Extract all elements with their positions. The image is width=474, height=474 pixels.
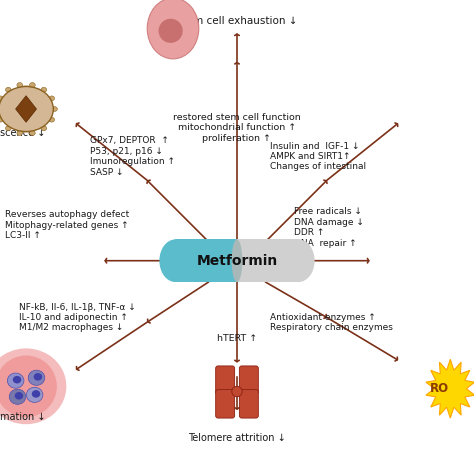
Text: Antioxidant enzymes ↑
Respiratory chain enzymes: Antioxidant enzymes ↑ Respiratory chain … xyxy=(270,313,393,332)
Text: mation ↓: mation ↓ xyxy=(0,412,46,422)
Ellipse shape xyxy=(0,356,57,417)
Ellipse shape xyxy=(283,239,315,282)
Ellipse shape xyxy=(6,126,11,131)
Polygon shape xyxy=(426,359,474,418)
Ellipse shape xyxy=(0,118,3,122)
Ellipse shape xyxy=(13,376,21,383)
Ellipse shape xyxy=(17,131,23,136)
Ellipse shape xyxy=(17,82,23,87)
Ellipse shape xyxy=(32,390,40,398)
FancyBboxPatch shape xyxy=(216,390,235,418)
Ellipse shape xyxy=(9,389,26,404)
Text: Reverses autophagy defect
Mitophagy-related genes ↑
LC3-II ↑: Reverses autophagy defect Mitophagy-rela… xyxy=(5,210,129,240)
Text: Telomere attrition ↓: Telomere attrition ↓ xyxy=(188,433,286,444)
Ellipse shape xyxy=(7,85,45,133)
Polygon shape xyxy=(16,96,36,122)
Text: hTERT ↑: hTERT ↑ xyxy=(217,335,257,343)
Text: Free radicals ↓
DNA damage ↓
DDR ↑
DNA  repair ↑: Free radicals ↓ DNA damage ↓ DDR ↑ DNA r… xyxy=(294,208,364,247)
Ellipse shape xyxy=(52,107,57,111)
Ellipse shape xyxy=(41,126,46,131)
Text: GPx7, DEPTOR  ↑
P53, p21, p16 ↓
Imunoregulation ↑
SASP ↓: GPx7, DEPTOR ↑ P53, p21, p16 ↓ Imunoregu… xyxy=(90,137,175,176)
Ellipse shape xyxy=(158,19,182,43)
Text: restored stem cell function
mitochondrial function ↑
proliferation ↑: restored stem cell function mitochondria… xyxy=(173,113,301,143)
Bar xyxy=(237,239,299,282)
Ellipse shape xyxy=(232,239,242,282)
Ellipse shape xyxy=(29,131,35,136)
Ellipse shape xyxy=(0,96,3,100)
Ellipse shape xyxy=(8,373,24,388)
Text: scence ↓: scence ↓ xyxy=(0,128,46,138)
FancyBboxPatch shape xyxy=(239,390,258,418)
Ellipse shape xyxy=(6,87,11,92)
Ellipse shape xyxy=(49,118,55,122)
Text: Insulin and  IGF-1 ↓
AMPK and SIRT1↑
Changes of intestinal: Insulin and IGF-1 ↓ AMPK and SIRT1↑ Chan… xyxy=(270,142,366,171)
Ellipse shape xyxy=(232,386,242,397)
Ellipse shape xyxy=(0,88,52,130)
FancyBboxPatch shape xyxy=(239,366,258,394)
Text: Stem cell exhaustion ↓: Stem cell exhaustion ↓ xyxy=(176,16,298,27)
Ellipse shape xyxy=(0,348,66,424)
Ellipse shape xyxy=(159,239,191,282)
Ellipse shape xyxy=(15,392,23,400)
Ellipse shape xyxy=(41,87,46,92)
Text: Metformin: Metformin xyxy=(196,254,278,268)
Ellipse shape xyxy=(34,373,42,381)
Ellipse shape xyxy=(27,387,43,402)
Ellipse shape xyxy=(49,96,55,100)
Ellipse shape xyxy=(147,0,199,59)
Ellipse shape xyxy=(29,82,35,87)
Ellipse shape xyxy=(28,370,45,385)
Text: RO: RO xyxy=(430,382,449,395)
Bar xyxy=(175,239,237,282)
Ellipse shape xyxy=(4,87,48,131)
Ellipse shape xyxy=(3,88,49,130)
FancyBboxPatch shape xyxy=(216,366,235,394)
Text: NF-kB, Il-6, IL-1β, TNF-α ↓
IL-10 and adiponectin ↑
M1/M2 macrophages ↓: NF-kB, Il-6, IL-1β, TNF-α ↓ IL-10 and ad… xyxy=(19,303,136,332)
Ellipse shape xyxy=(0,87,54,131)
